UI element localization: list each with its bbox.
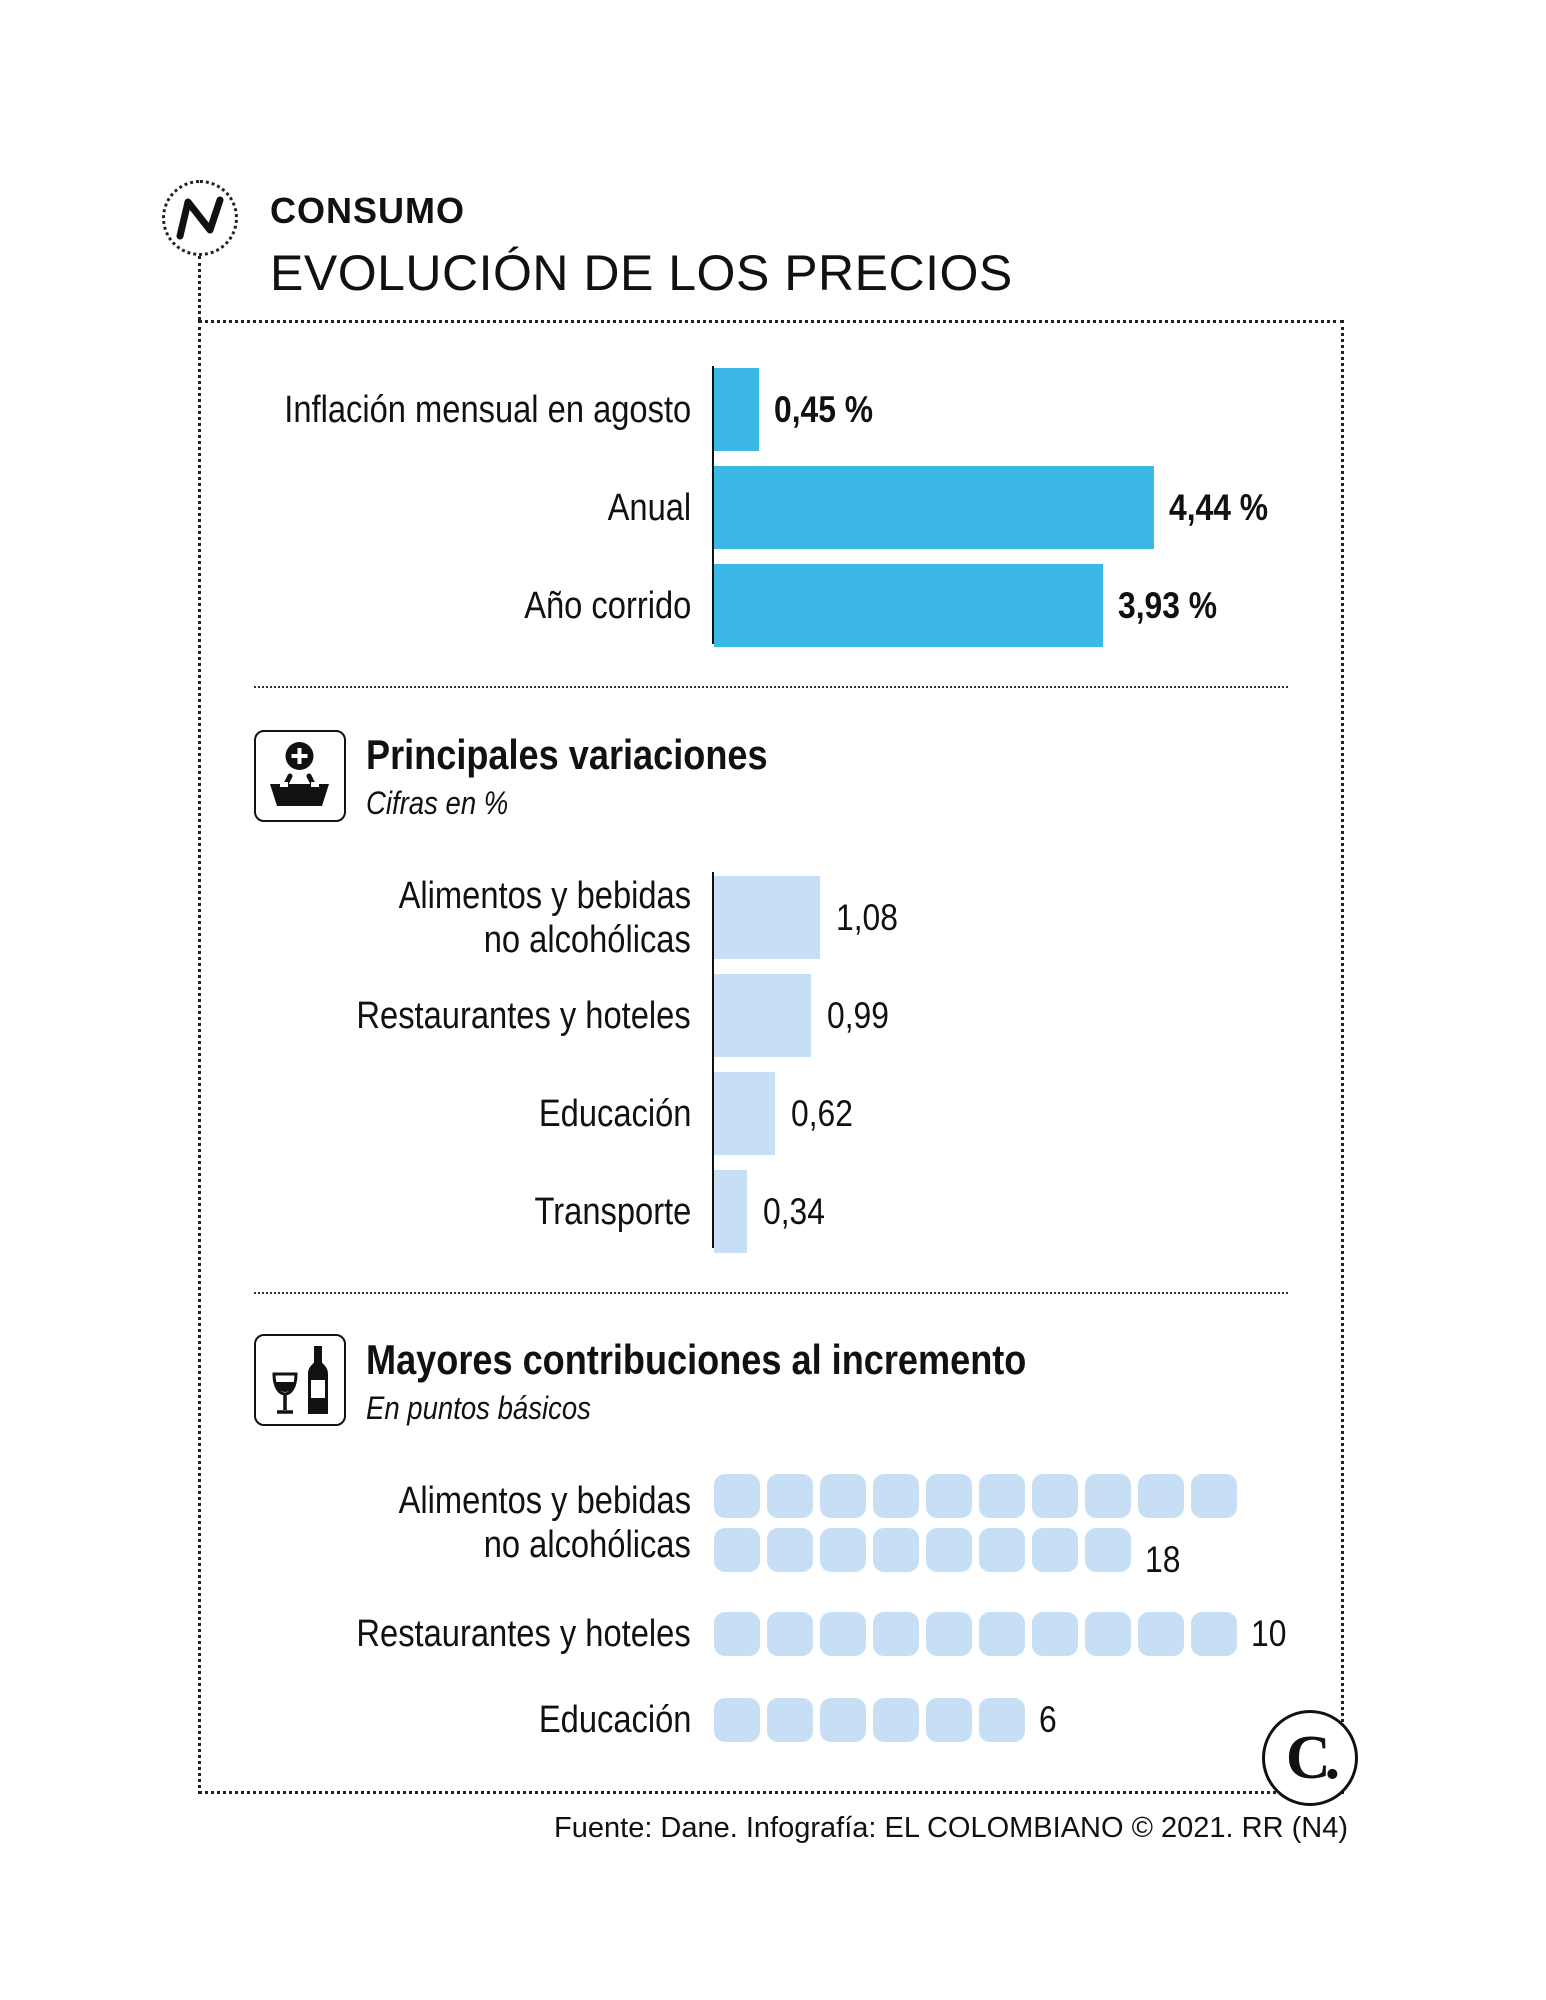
axis-chart-variaciones [712, 872, 714, 1248]
shopping-basket-icon [254, 730, 346, 822]
data-label: 4,44 % [1169, 486, 1269, 528]
unit-square [767, 1528, 813, 1572]
category-label: Inflación mensual en agosto [284, 388, 691, 431]
section-divider [254, 1292, 1288, 1294]
unit-square [714, 1474, 760, 1518]
unit-square [1085, 1528, 1131, 1572]
brand-mark: C. [1285, 1724, 1340, 1792]
category-label: no alcohólicas [483, 918, 691, 961]
data-label: 3,93 % [1118, 584, 1218, 626]
category-label: Alimentos y bebidas [398, 1480, 691, 1522]
data-label: 0,34 [763, 1190, 826, 1232]
data-label: 0,62 [790, 1092, 853, 1134]
unit-square [714, 1528, 760, 1572]
category-label: Transporte [534, 1190, 691, 1233]
unit-square [820, 1612, 866, 1656]
unit-square [1032, 1474, 1078, 1518]
unit-square [926, 1612, 972, 1656]
unit-square [1138, 1474, 1184, 1518]
section-subtitle-variaciones: Cifras en % [366, 785, 509, 821]
data-label: 18 [1145, 1539, 1181, 1580]
unit-square [873, 1698, 919, 1742]
page-title: EVOLUCIÓN DE LOS PRECIOS [270, 245, 1013, 301]
unit-square [926, 1474, 972, 1518]
unit-square [1191, 1612, 1237, 1656]
unit-square [926, 1528, 972, 1572]
unit-square [767, 1698, 813, 1742]
infographic-frame [198, 320, 1344, 1794]
unit-square [767, 1612, 813, 1656]
section-label: CONSUMO [270, 190, 465, 231]
category-label: Restaurantes y hoteles [356, 994, 691, 1037]
category-label: Alimentos y bebidas [398, 874, 691, 917]
el-colombiano-c-logo-icon: C. [1262, 1710, 1358, 1806]
unit-square [926, 1698, 972, 1742]
data-label: 10 [1251, 1613, 1287, 1654]
unit-square [979, 1612, 1025, 1656]
data-label: 1,08 [836, 896, 898, 938]
unit-square [767, 1474, 813, 1518]
wine-bottle-glass-icon [254, 1334, 346, 1426]
unit-square [979, 1698, 1025, 1742]
axis-chart-inflacion [712, 366, 714, 644]
bar [714, 1170, 748, 1253]
unit-square [873, 1474, 919, 1518]
bar [714, 1072, 775, 1155]
unit-square [1085, 1474, 1131, 1518]
section-divider [254, 686, 1288, 688]
bar [714, 466, 1154, 549]
bar [714, 876, 820, 959]
unit-square [1085, 1612, 1131, 1656]
unit-square [873, 1612, 919, 1656]
unit-square [1191, 1474, 1237, 1518]
section-subtitle-contribuciones: En puntos básicos [366, 1390, 591, 1426]
unit-square [820, 1474, 866, 1518]
leader-dotted-line [198, 256, 201, 320]
category-label: Educación [538, 1699, 691, 1741]
unit-square [979, 1474, 1025, 1518]
bar [714, 564, 1104, 647]
trend-line-icon [162, 180, 238, 256]
bar [714, 368, 759, 451]
unit-square [820, 1528, 866, 1572]
unit-square [1138, 1612, 1184, 1656]
unit-square [1032, 1528, 1078, 1572]
source-credit: Fuente: Dane. Infografía: EL COLOMBIANO … [554, 1812, 1348, 1844]
category-label: Año corrido [523, 584, 691, 627]
unit-square [1032, 1612, 1078, 1656]
unit-square [979, 1528, 1025, 1572]
category-label: no alcohólicas [483, 1524, 691, 1566]
category-label: Restaurantes y hoteles [356, 1613, 691, 1655]
unit-square [820, 1698, 866, 1742]
unit-square [714, 1612, 760, 1656]
unit-square [873, 1528, 919, 1572]
data-label: 0,45 % [773, 388, 873, 430]
unit-square [714, 1698, 760, 1742]
section-title-variaciones: Principales variaciones [366, 731, 768, 778]
category-label: Educación [538, 1092, 691, 1135]
data-label: 0,99 [827, 994, 890, 1036]
category-label: Anual [607, 486, 691, 529]
bar [714, 974, 812, 1057]
data-label: 6 [1039, 1699, 1057, 1740]
section-title-contribuciones: Mayores contribuciones al incremento [366, 1336, 1027, 1383]
